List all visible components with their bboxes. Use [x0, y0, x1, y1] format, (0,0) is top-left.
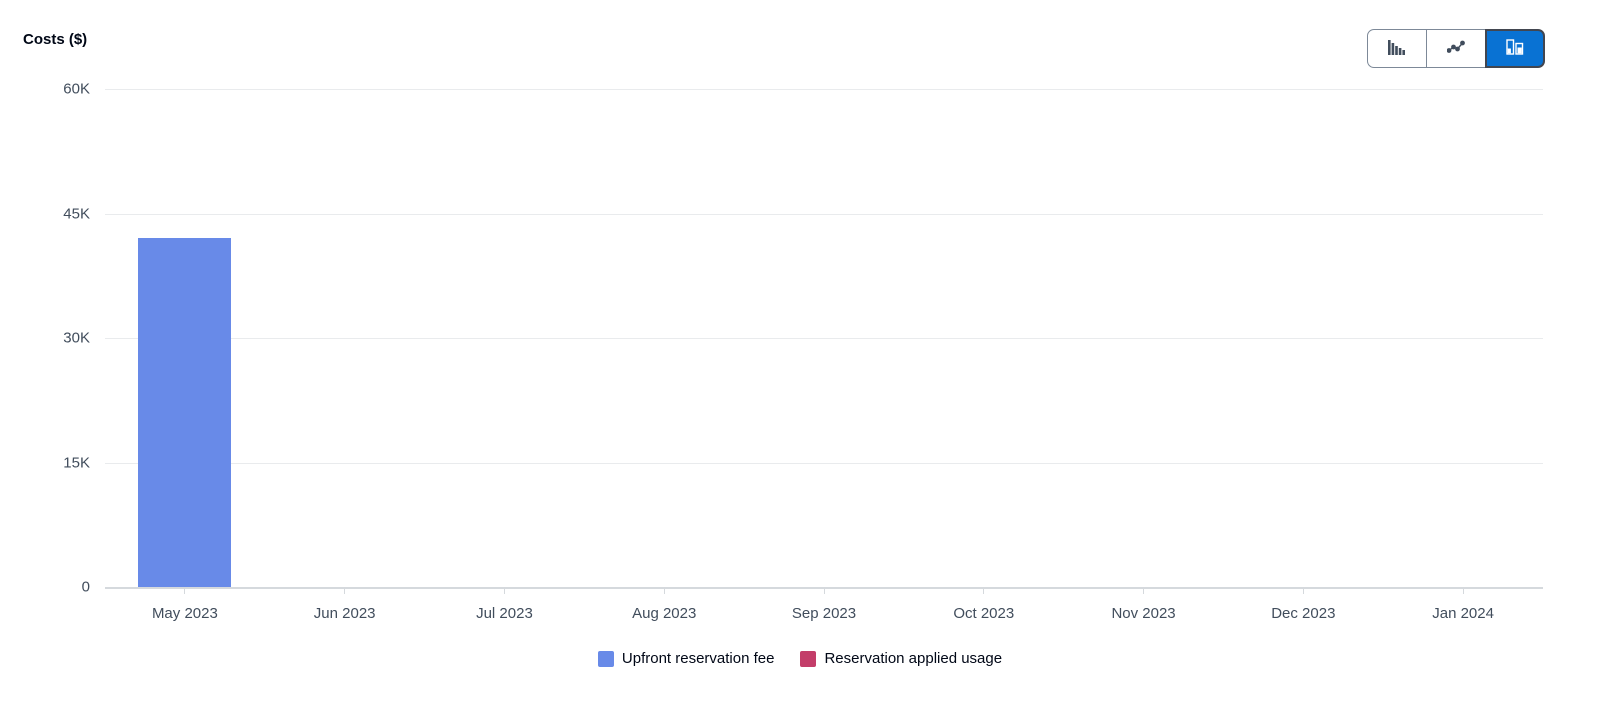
chart-type-stacked-bar-button[interactable]: [1485, 29, 1545, 68]
x-axis-tick: [1143, 589, 1145, 594]
x-axis-tick: [344, 589, 346, 594]
legend-color-swatch: [597, 650, 614, 667]
x-axis-tick-label: Oct 2023: [953, 605, 1015, 622]
chart-type-line-button[interactable]: [1426, 29, 1486, 68]
y-axis-tick-label: 15K: [63, 454, 90, 471]
x-axis-tick: [184, 589, 186, 594]
gridline: [105, 213, 1543, 215]
chart-title: Costs ($): [23, 31, 88, 48]
chart-type-bar-button[interactable]: [1367, 29, 1427, 68]
line-chart-icon: [1446, 39, 1465, 58]
plot-area: [105, 89, 1543, 594]
x-axis-tick-label: May 2023: [151, 605, 218, 622]
y-axis-tick-label: 30K: [63, 329, 90, 347]
x-axis-tick: [663, 589, 665, 594]
x-axis-tick: [1302, 589, 1304, 594]
y-axis-tick-label: 0: [81, 578, 90, 596]
legend-label: Upfront reservation fee: [621, 650, 775, 667]
legend-item[interactable]: Upfront reservation fee: [597, 650, 775, 667]
x-axis-tick-label: Jun 2023: [313, 605, 376, 622]
legend: Upfront reservation fee Reservation appli…: [0, 650, 1600, 667]
legend-label: Reservation applied usage: [824, 650, 1003, 667]
bar-segment[interactable]: [138, 238, 232, 587]
y-axis-tick-label: 45K: [63, 205, 90, 222]
x-axis-tick-label: Nov 2023: [1111, 605, 1176, 622]
x-axis-tick: [1462, 589, 1464, 594]
y-axis-tick-label: 60K: [63, 80, 90, 98]
bar-chart-icon: [1388, 39, 1406, 58]
x-axis-tick-label: Dec 2023: [1271, 605, 1336, 622]
x-axis-tick-label: Aug 2023: [632, 605, 697, 622]
gridline: [105, 338, 1543, 339]
gridline: [105, 89, 1543, 90]
stacked-bar-chart-icon: [1506, 39, 1524, 58]
chart-type-toggle: [1367, 29, 1545, 68]
x-axis-tick: [503, 589, 505, 594]
legend-item[interactable]: Reservation applied usage: [800, 650, 1002, 667]
legend-color-swatch: [800, 650, 817, 667]
x-axis-tick-label: Jul 2023: [476, 605, 533, 622]
y-axis-labels: 60K 45K 30K 15K 0: [0, 81, 90, 596]
gridline: [105, 462, 1543, 464]
x-axis-tick-label: Sep 2023: [791, 605, 857, 622]
x-axis-tick-label: Jan 2024: [1432, 605, 1494, 622]
x-axis-tick: [823, 589, 825, 594]
x-axis-tick: [983, 589, 985, 594]
x-axis-labels: May 2023 Jun 2023 Jul 2023 Aug 2023 Sep 2023…: [105, 605, 1543, 627]
